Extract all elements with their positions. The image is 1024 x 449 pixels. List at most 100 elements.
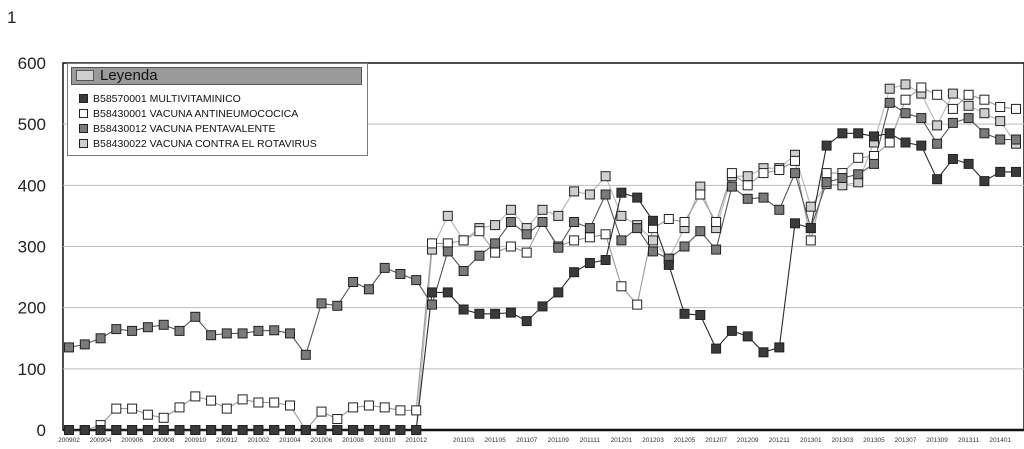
data-point <box>190 311 201 322</box>
data-point <box>427 287 437 298</box>
x-tick-label: 201103 <box>453 437 475 444</box>
data-point <box>474 226 485 237</box>
data-point <box>742 171 753 182</box>
data-point <box>569 267 580 278</box>
data-point <box>537 204 548 215</box>
x-tick-label: 201211 <box>769 437 791 444</box>
data-point <box>332 425 343 435</box>
data-point <box>221 328 232 339</box>
legend-box: Leyenda B58570001 MULTIVITAMINICO B58430… <box>67 63 368 156</box>
data-point <box>269 397 280 408</box>
legend-label: B58430001 VACUNA ANTINEUMOCOCICA <box>93 108 299 120</box>
data-point <box>474 308 485 319</box>
data-point <box>490 308 501 319</box>
x-tick-label: 201203 <box>642 437 664 444</box>
data-point <box>726 168 737 179</box>
data-point <box>790 155 800 166</box>
data-point <box>521 229 532 240</box>
data-point <box>253 325 264 336</box>
data-point <box>963 113 974 124</box>
data-point <box>947 88 958 99</box>
data-point <box>427 299 437 310</box>
x-tick-label: 200902 <box>58 437 80 444</box>
data-point <box>174 425 185 435</box>
x-tick-label: 200910 <box>184 437 206 444</box>
y-tick-label: 600 <box>18 54 46 73</box>
x-tick-label: 201309 <box>926 437 948 444</box>
data-point <box>632 299 643 310</box>
data-point <box>695 189 706 200</box>
legend-title: Leyenda <box>100 67 158 84</box>
data-point <box>600 171 611 182</box>
data-point <box>395 405 406 416</box>
data-point <box>695 226 706 237</box>
data-point <box>379 262 390 273</box>
data-point <box>142 322 153 333</box>
data-point <box>758 192 769 203</box>
data-point <box>869 158 879 169</box>
data-point <box>963 100 974 111</box>
x-tick-label: 201109 <box>548 437 570 444</box>
data-point <box>932 120 943 131</box>
data-point <box>648 235 658 246</box>
data-point <box>584 258 595 268</box>
data-point <box>900 108 911 119</box>
line-chart-icon <box>76 70 94 81</box>
data-point <box>995 116 1006 127</box>
data-point <box>726 325 737 336</box>
data-point <box>490 247 501 258</box>
data-point <box>853 169 864 180</box>
data-point <box>253 425 264 435</box>
data-point <box>285 425 295 435</box>
legend-header[interactable]: Leyenda <box>71 67 362 85</box>
y-tick-label: 500 <box>18 115 46 134</box>
data-point <box>332 300 343 311</box>
x-tick-label: 201301 <box>800 437 822 444</box>
x-tick-label: 201303 <box>832 437 854 444</box>
data-point <box>616 235 627 246</box>
y-tick-label: 400 <box>18 176 46 195</box>
data-point <box>458 266 469 276</box>
data-point <box>916 82 927 93</box>
data-point <box>269 325 280 336</box>
data-point <box>979 176 990 187</box>
data-point <box>869 131 879 142</box>
legend-swatch <box>79 93 88 103</box>
x-tick-label: 201311 <box>958 437 980 444</box>
data-point <box>995 134 1006 145</box>
data-point <box>348 425 359 435</box>
data-point <box>616 187 627 198</box>
data-point <box>758 168 769 179</box>
data-point <box>348 277 359 287</box>
data-point <box>474 250 485 261</box>
data-point <box>790 218 800 229</box>
data-point <box>442 287 453 298</box>
legend-swatch <box>79 138 88 148</box>
data-point <box>742 193 753 204</box>
data-point <box>285 400 295 411</box>
data-point <box>348 402 359 413</box>
x-tick-label: 201008 <box>342 437 364 444</box>
data-point <box>316 298 327 309</box>
data-point <box>679 241 690 252</box>
data-point <box>505 307 516 318</box>
x-tick-label: 201207 <box>705 437 727 444</box>
data-point <box>774 342 785 353</box>
data-point <box>285 328 295 339</box>
x-tick-label: 201010 <box>374 437 396 444</box>
legend-label: B58430022 VACUNA CONTRA EL ROTAVIRUS <box>93 138 317 150</box>
legend-item-multivitaminico: B58570001 MULTIVITAMINICO <box>79 92 241 106</box>
x-tick-label: 200906 <box>121 437 143 444</box>
legend-swatch <box>79 108 88 118</box>
data-point <box>600 229 611 240</box>
x-tick-label: 200904 <box>90 437 112 444</box>
data-point <box>648 246 658 257</box>
data-point <box>174 325 185 336</box>
data-point <box>553 210 564 221</box>
data-point <box>505 204 516 215</box>
data-point <box>505 241 516 252</box>
data-point <box>947 154 958 164</box>
data-point <box>521 316 532 327</box>
data-point <box>158 412 169 423</box>
data-point <box>821 177 832 188</box>
